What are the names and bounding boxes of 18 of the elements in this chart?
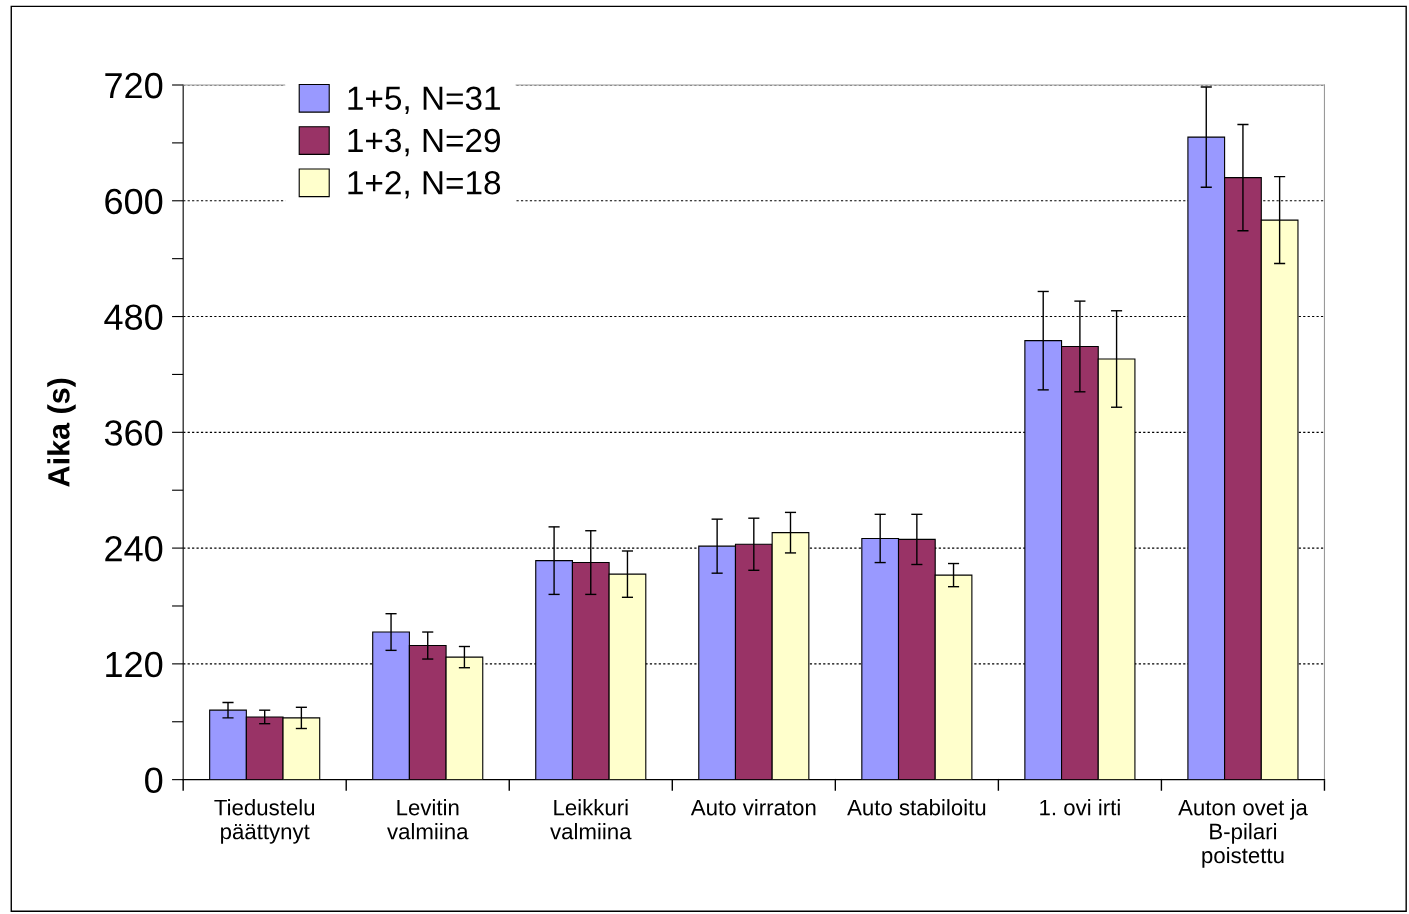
x-tick-label: Auton ovet ja B-pilari poistettu <box>1178 799 1308 868</box>
y-tick-label: 120 <box>106 651 163 678</box>
x-tick-label: Levitin valmiina <box>387 799 469 840</box>
y-tick-label: 720 <box>105 72 163 99</box>
y-axis-title: Aika (s) <box>47 378 76 487</box>
x-tick-label: 1. ovi irti <box>1040 799 1120 816</box>
legend-label: 1+2, N=18 <box>348 171 501 199</box>
legend-label: 1+3, N=29 <box>348 128 500 157</box>
y-tick-label: 240 <box>105 535 163 562</box>
legend-label: 1+5, N=31 <box>348 86 500 115</box>
x-tick-label: Tiedustelu päättynyt <box>214 799 315 844</box>
y-tick-label: 600 <box>105 188 163 215</box>
y-tick-label: 360 <box>104 420 163 446</box>
x-tick-label: Auto stabiloitu <box>847 799 986 816</box>
y-tick-label: 0 <box>145 767 163 794</box>
x-tick-label: Leikkuri valmiina <box>550 799 632 840</box>
x-tick-label: Auto virraton <box>690 799 816 816</box>
y-tick-label: 480 <box>104 304 163 330</box>
